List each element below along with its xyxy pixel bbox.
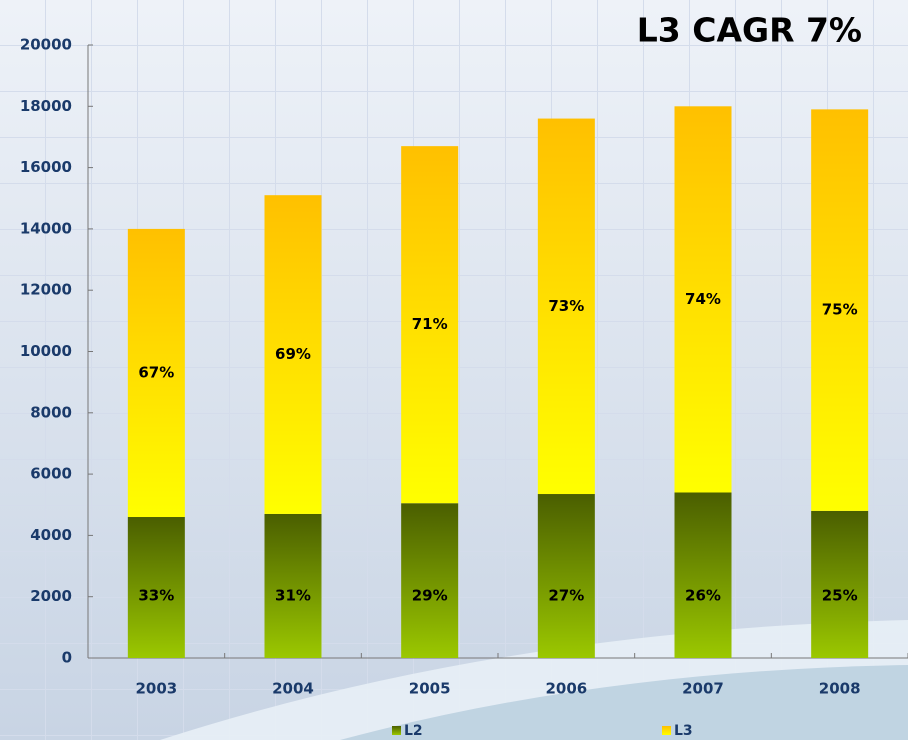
legend-label: L3 xyxy=(674,723,693,739)
swoosh xyxy=(340,665,908,740)
y-tick-label: 2000 xyxy=(30,587,72,605)
value-label: 25% xyxy=(822,587,858,605)
chart-title: L3 CAGR 7% xyxy=(637,11,862,50)
y-tick-label: 4000 xyxy=(30,526,72,544)
legend-swatch xyxy=(392,726,401,735)
legend-swatch xyxy=(662,726,671,735)
y-tick-label: 18000 xyxy=(20,97,72,115)
bar-segment xyxy=(674,492,732,658)
bar-segment xyxy=(537,118,595,495)
value-label: 69% xyxy=(275,345,311,363)
x-tick-label: 2007 xyxy=(682,680,724,698)
bar-segment xyxy=(811,109,869,511)
bar-segment xyxy=(674,106,732,493)
value-label: 73% xyxy=(548,297,584,315)
y-tick-label: 16000 xyxy=(20,158,72,176)
y-tick-label: 12000 xyxy=(20,281,72,299)
value-label: 31% xyxy=(275,587,311,605)
x-tick-label: 2004 xyxy=(272,680,314,698)
value-label: 26% xyxy=(685,587,721,605)
x-tick-label: 2006 xyxy=(545,680,587,698)
value-label: 75% xyxy=(822,301,858,319)
y-tick-label: 0 xyxy=(62,649,72,667)
y-tick-label: 6000 xyxy=(30,465,72,483)
y-tick-label: 14000 xyxy=(20,219,72,237)
value-label: 33% xyxy=(138,587,174,605)
value-label: 27% xyxy=(548,587,584,605)
value-label: 74% xyxy=(685,290,721,308)
y-tick-label: 10000 xyxy=(20,342,72,360)
bar-segment xyxy=(127,228,185,518)
x-tick-label: 2005 xyxy=(409,680,451,698)
bar-segment xyxy=(811,510,869,658)
bar-segment xyxy=(264,513,322,658)
value-label: 67% xyxy=(138,363,174,381)
y-tick-label: 20000 xyxy=(20,36,72,54)
bar-segment xyxy=(127,517,185,658)
legend-label: L2 xyxy=(404,723,423,739)
y-tick-label: 8000 xyxy=(30,403,72,421)
bar-segment xyxy=(401,503,459,658)
value-label: 29% xyxy=(412,587,448,605)
x-tick-label: 2003 xyxy=(135,680,177,698)
bar-segment xyxy=(401,146,459,504)
bar-segment xyxy=(264,195,322,514)
x-tick-label: 2008 xyxy=(819,680,861,698)
value-label: 71% xyxy=(412,315,448,333)
bar-segment xyxy=(537,494,595,658)
